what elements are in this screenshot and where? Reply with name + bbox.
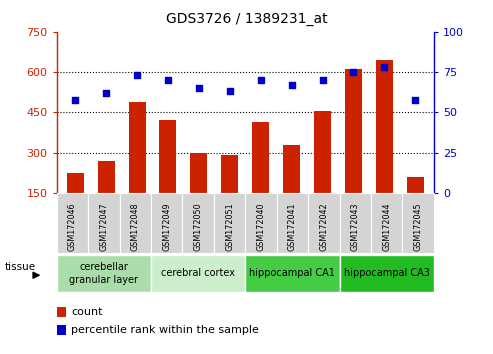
Text: GSM172048: GSM172048	[131, 203, 140, 251]
Text: hippocampal CA1: hippocampal CA1	[249, 268, 335, 279]
Bar	[314, 111, 331, 193]
Text: cerebral cortex: cerebral cortex	[161, 268, 235, 279]
Bar	[376, 60, 393, 193]
Text: GSM172050: GSM172050	[194, 203, 203, 251]
Point	[257, 78, 265, 83]
Point	[318, 78, 326, 83]
Bar	[407, 177, 424, 193]
Bar	[283, 144, 300, 193]
Text: GSM172047: GSM172047	[99, 203, 108, 251]
Point	[226, 88, 234, 94]
Point	[102, 90, 110, 96]
Point	[288, 82, 296, 88]
Text: GSM172046: GSM172046	[68, 203, 77, 251]
Text: GSM172045: GSM172045	[414, 203, 423, 251]
Bar	[129, 102, 145, 193]
Text: GSM172041: GSM172041	[288, 203, 297, 251]
Point	[381, 64, 388, 70]
Bar	[67, 173, 84, 193]
Point	[411, 97, 419, 102]
Point	[71, 97, 79, 102]
Text: GSM172042: GSM172042	[319, 203, 328, 251]
Text: GSM172043: GSM172043	[351, 203, 360, 251]
Bar	[252, 122, 269, 193]
Text: tissue: tissue	[5, 262, 36, 272]
Bar	[221, 155, 238, 193]
Point	[195, 85, 203, 91]
Point	[164, 78, 172, 83]
Bar	[345, 69, 362, 193]
Text: GSM172040: GSM172040	[256, 203, 266, 251]
Text: GSM172044: GSM172044	[382, 203, 391, 251]
Point	[350, 69, 357, 75]
Text: GSM172049: GSM172049	[162, 203, 171, 251]
Text: GDS3726 / 1389231_at: GDS3726 / 1389231_at	[166, 12, 327, 27]
Text: hippocampal CA3: hippocampal CA3	[344, 268, 429, 279]
Text: GSM172051: GSM172051	[225, 203, 234, 251]
Text: percentile rank within the sample: percentile rank within the sample	[71, 325, 259, 335]
Text: count: count	[71, 307, 103, 317]
Bar	[190, 153, 208, 193]
Text: cerebellar
granular layer: cerebellar granular layer	[70, 262, 139, 285]
Bar	[159, 120, 176, 193]
Point	[133, 73, 141, 78]
Bar	[98, 161, 115, 193]
